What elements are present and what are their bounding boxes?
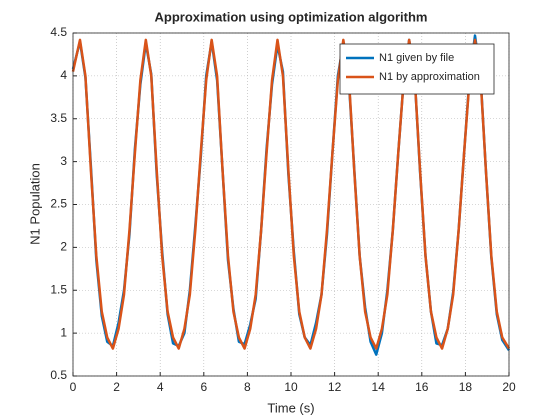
x-tick-label: 8 (244, 380, 251, 394)
x-tick-label: 14 (372, 380, 386, 394)
y-tick-label: 2 (60, 240, 67, 254)
legend-label: N1 given by file (379, 52, 454, 64)
y-tick-label: 1.5 (50, 282, 67, 296)
x-tick-label: 18 (459, 380, 473, 394)
x-tick-label: 0 (70, 380, 77, 394)
x-tick-label: 2 (113, 380, 120, 394)
legend-label: N1 by approximation (379, 71, 480, 83)
y-tick-label: 3 (60, 154, 67, 168)
y-tick-label: 4.5 (50, 25, 67, 39)
chart-title: Approximation using optimization algorit… (155, 9, 428, 24)
x-axis-label: Time (s) (267, 400, 314, 415)
x-tick-label: 10 (284, 380, 298, 394)
y-tick-label: 3.5 (50, 111, 67, 125)
x-tick-label: 6 (200, 380, 207, 394)
x-tick-label: 12 (328, 380, 342, 394)
y-axis-label: N1 Population (27, 163, 42, 245)
legend-box (339, 43, 495, 95)
y-tick-label: 0.5 (50, 368, 67, 382)
y-tick-label: 1 (60, 325, 67, 339)
x-tick-label: 4 (157, 380, 164, 394)
x-tick-label: 16 (415, 380, 429, 394)
y-tick-label: 4 (60, 68, 67, 82)
x-tick-label: 20 (502, 380, 516, 394)
y-tick-label: 2.5 (50, 197, 67, 211)
axes-box (72, 32, 510, 377)
line-series (71, 38, 511, 350)
